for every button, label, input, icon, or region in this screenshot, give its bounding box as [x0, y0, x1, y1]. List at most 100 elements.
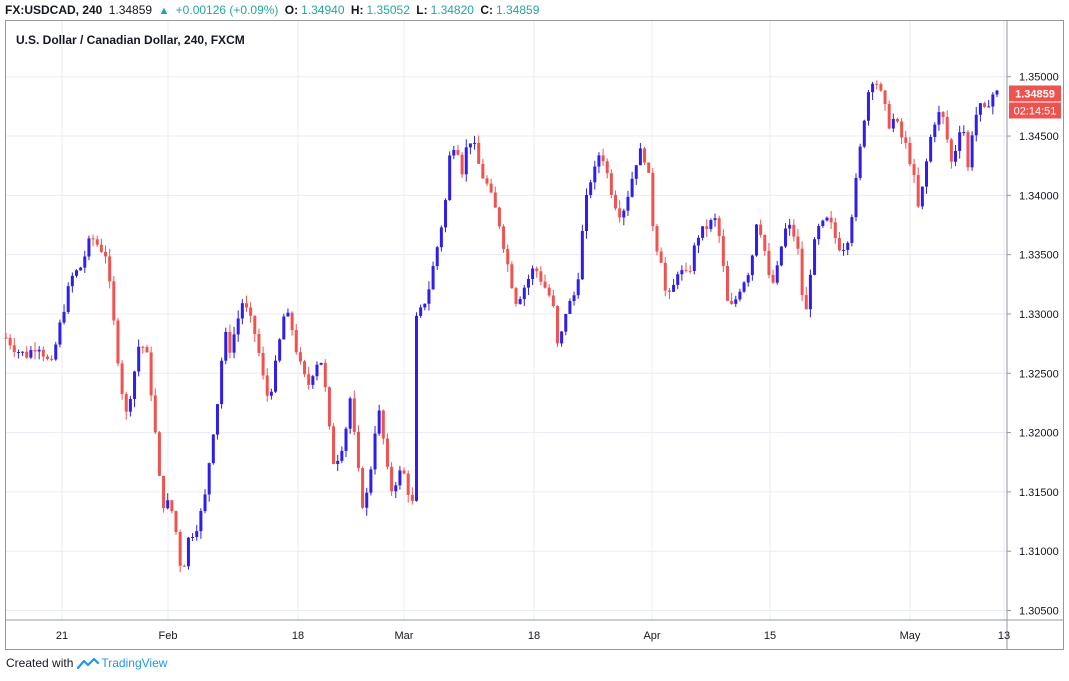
candle-body — [522, 287, 526, 300]
candle-body — [220, 360, 224, 405]
candle-body — [16, 351, 20, 353]
candle-body — [473, 142, 477, 144]
candle-body — [133, 371, 137, 399]
candle-body — [278, 339, 282, 361]
candle-body — [614, 194, 618, 209]
symbol-label[interactable]: FX:USDCAD, 240 — [5, 3, 103, 17]
candle-body — [945, 116, 949, 140]
candle-body — [991, 94, 995, 107]
candle-body — [319, 362, 323, 365]
candle-body — [875, 83, 879, 85]
candle-body — [696, 237, 700, 246]
candle-body — [381, 410, 385, 439]
candle-body — [788, 224, 792, 229]
candle-body — [203, 494, 207, 512]
candle-body — [580, 231, 584, 280]
candle-body — [618, 208, 622, 218]
candle-body — [771, 274, 775, 283]
candle-body — [862, 120, 866, 147]
candle-body — [58, 322, 62, 345]
candle-body — [116, 320, 120, 364]
high-value: 1.35052 — [366, 3, 410, 17]
candle-body — [775, 265, 779, 283]
candle-body — [518, 299, 522, 304]
candle-body — [978, 103, 982, 115]
candle-body — [477, 142, 481, 164]
candle-body — [21, 351, 25, 353]
candle-body — [290, 312, 294, 331]
candle-body — [464, 147, 468, 175]
candle-body — [705, 226, 709, 229]
candle-body — [995, 90, 999, 95]
candle-body — [688, 270, 692, 272]
candle-body — [406, 473, 410, 495]
candle-body — [833, 222, 837, 239]
candle-body — [564, 313, 568, 332]
candle-body — [630, 178, 634, 197]
candle-body — [709, 220, 713, 229]
candle-body — [904, 137, 908, 143]
candle-body — [634, 165, 638, 179]
candle-body — [609, 173, 613, 195]
candle-body — [282, 316, 286, 340]
candle-body — [572, 295, 576, 302]
candle-body — [866, 92, 870, 121]
candle-body — [99, 244, 103, 252]
candle-body — [340, 450, 344, 461]
candle-body — [916, 175, 920, 207]
candle-body — [41, 349, 45, 357]
y-tick-label: 1.32000 — [1019, 428, 1059, 440]
price-change: +0.00126 (+0.09%) — [175, 3, 279, 17]
y-tick-label: 1.35000 — [1019, 72, 1059, 84]
candle-body — [684, 270, 688, 272]
candle-body — [128, 398, 132, 412]
candle-body — [25, 351, 29, 358]
candle-body — [622, 210, 626, 218]
candle-body — [568, 301, 572, 314]
candle-body — [182, 565, 186, 567]
tradingview-logo-icon — [77, 657, 100, 669]
candle-body — [228, 331, 232, 353]
candle-body — [369, 469, 373, 493]
candle-body — [920, 186, 924, 207]
candle-body — [468, 143, 472, 148]
candle-body — [66, 286, 70, 312]
candle-body — [332, 426, 336, 464]
candle-body — [95, 239, 99, 245]
candle-body — [303, 361, 307, 375]
tradingview-brand: TradingView — [101, 656, 168, 670]
candle-body — [970, 135, 974, 168]
candle-body — [394, 485, 398, 492]
low-value: 1.34820 — [430, 3, 474, 17]
candle-body — [70, 275, 74, 287]
candle-body — [680, 270, 684, 275]
candle-body — [974, 114, 978, 136]
candle-body — [667, 290, 671, 292]
candle-body — [104, 251, 108, 257]
candle-body — [895, 118, 899, 122]
candle-body — [651, 172, 655, 227]
candle-body — [50, 358, 54, 360]
candle-body — [108, 256, 112, 282]
candle-body — [734, 299, 738, 304]
candle-body — [900, 121, 904, 138]
candle-body — [4, 337, 8, 339]
y-tick-label: 1.33000 — [1019, 309, 1059, 321]
y-tick-label: 1.32500 — [1019, 368, 1059, 380]
candle-body — [62, 311, 66, 323]
candle-body — [224, 331, 228, 361]
candle-body — [908, 142, 912, 165]
candle-body — [535, 268, 539, 272]
candle-body — [141, 346, 145, 348]
candle-body — [236, 318, 240, 335]
candle-body — [754, 224, 758, 256]
candle-body — [398, 470, 402, 486]
candlestick-chart[interactable]: 1.35000 1.34500 1.34000 1.33500 1.33000 1.325… — [0, 0, 1069, 650]
candle-body — [514, 288, 518, 304]
candle-body — [584, 195, 588, 232]
tradingview-link[interactable]: TradingView — [77, 656, 167, 670]
candle-body — [211, 434, 215, 464]
candle-body — [987, 106, 991, 108]
candle-body — [792, 224, 796, 237]
candle-body — [120, 363, 124, 395]
